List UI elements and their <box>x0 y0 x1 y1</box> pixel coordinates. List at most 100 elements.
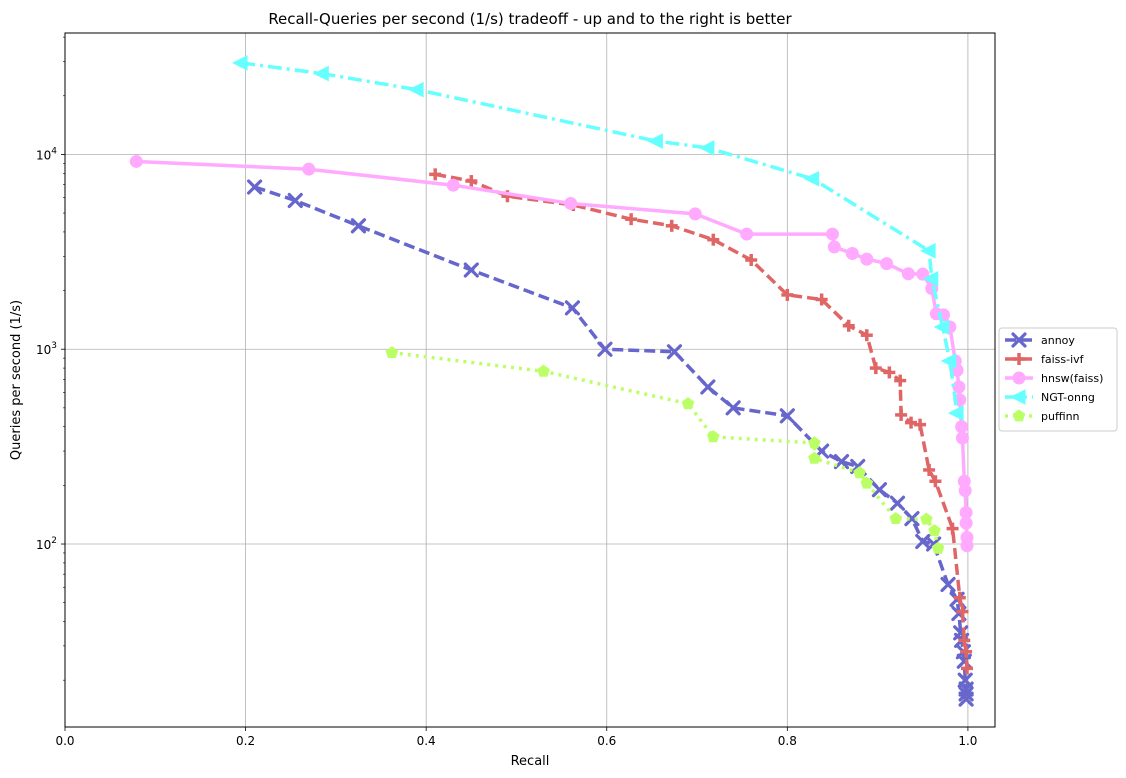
legend-entry-faiss-ivf: faiss-ivf <box>1005 353 1085 366</box>
data-point-hnsw-faiss <box>960 539 974 553</box>
legend-marker <box>1012 371 1026 385</box>
data-point-faiss-ivf <box>429 168 442 181</box>
data-point-annoy <box>350 218 367 234</box>
data-point-hnsw-faiss <box>916 267 930 281</box>
marker-stroke <box>871 482 888 498</box>
data-point-ngt-onng <box>698 140 715 156</box>
marker-stroke <box>1011 332 1027 348</box>
data-point-annoy <box>779 408 795 424</box>
ticks-layer: 0.0 0.2 0.4 0.6 0.8 1.0 102 103 104 <box>36 36 977 748</box>
y-axis-label: Queries per second (1/s) <box>9 300 24 460</box>
data-point-annoy <box>725 400 741 416</box>
data-point-faiss-ivf <box>842 319 855 332</box>
data-point-faiss-ivf <box>815 293 828 306</box>
legend: annoy faiss-ivf hnsw(faiss) NGT-onng puffinn <box>998 327 1118 432</box>
data-point-annoy <box>904 511 920 527</box>
data-point-faiss-ivf <box>869 362 882 375</box>
data-point-faiss-ivf <box>961 662 974 675</box>
data-point-puffinn <box>853 466 866 479</box>
data-point-hnsw-faiss <box>825 227 839 241</box>
chart-title: Recall-Queries per second (1/s) tradeoff… <box>268 10 792 28</box>
data-point-faiss-ivf <box>923 463 936 476</box>
data-point-faiss-ivf <box>929 475 942 488</box>
x-tick-label: 1.0 <box>958 734 977 748</box>
series-layer <box>129 55 974 707</box>
data-point-hnsw-faiss <box>845 246 859 260</box>
data-point-puffinn <box>681 397 695 410</box>
data-point-ngt-onng <box>231 55 248 71</box>
data-point-hnsw-faiss <box>958 484 972 498</box>
data-point-faiss-ivf <box>953 591 966 604</box>
legend-label: faiss-ivf <box>1041 353 1085 366</box>
data-point-hnsw-faiss <box>827 240 841 254</box>
data-point-faiss-ivf <box>960 645 973 658</box>
marker-stroke <box>958 691 974 707</box>
legend-marker <box>1012 409 1026 422</box>
data-point-ngt-onng <box>919 243 936 259</box>
x-tick-label: 0.2 <box>236 734 255 748</box>
data-point-ngt-onng <box>940 353 957 369</box>
data-point-faiss-ivf <box>905 416 918 429</box>
y-tick-label: 102 <box>36 536 57 552</box>
y-tick-label: 104 <box>36 146 57 162</box>
data-point-annoy <box>700 379 716 395</box>
series-faiss-ivf <box>429 168 974 675</box>
legend-marker <box>1013 353 1025 365</box>
data-point-hnsw-faiss <box>955 420 969 434</box>
data-point-puffinn <box>860 476 874 489</box>
series-line-ngt-onng <box>240 61 959 414</box>
data-point-faiss-ivf <box>946 522 959 535</box>
grid-layer <box>64 33 995 727</box>
data-point-faiss-ivf <box>707 233 720 246</box>
marker-stroke <box>926 536 942 552</box>
legend-entry-annoy: annoy <box>1005 332 1075 348</box>
data-point-puffinn <box>707 430 720 443</box>
data-point-ngt-onng <box>803 170 820 187</box>
legend-label: hnsw(faiss) <box>1041 372 1103 385</box>
x-tick-label: 0.0 <box>55 734 74 748</box>
legend-entry-hnsw-faiss: hnsw(faiss) <box>1005 371 1103 385</box>
data-point-faiss-ivf <box>914 418 927 431</box>
legend-box <box>998 327 1118 432</box>
marker-stroke <box>287 192 303 209</box>
marker-stroke <box>956 653 972 669</box>
data-point-annoy <box>833 453 850 470</box>
data-point-ngt-onng <box>313 65 329 82</box>
series-line-puffinn <box>391 350 940 549</box>
data-point-faiss-ivf <box>665 219 678 232</box>
x-tick-label: 0.6 <box>597 734 616 748</box>
series-annoy <box>247 179 974 707</box>
data-point-hnsw-faiss <box>446 178 460 192</box>
marker-stroke <box>463 262 479 278</box>
series-ngt-onng <box>231 55 964 421</box>
data-point-ngt-onng <box>947 405 964 421</box>
data-point-puffinn <box>808 436 821 449</box>
marker-stroke <box>597 341 613 357</box>
y-tick-label: 103 <box>36 341 57 357</box>
data-point-hnsw-faiss <box>901 267 915 281</box>
data-point-annoy <box>666 344 683 360</box>
legend-entry-puffinn: puffinn <box>1005 409 1080 423</box>
legend-label: NGT-onng <box>1041 391 1095 404</box>
marker-stroke <box>779 408 795 424</box>
plot-frame <box>64 32 996 728</box>
data-point-annoy <box>940 576 956 593</box>
data-point-faiss-ivf <box>895 408 908 421</box>
data-point-puffinn <box>931 541 945 554</box>
data-point-ngt-onng <box>933 319 950 335</box>
data-point-faiss-ivf <box>883 366 896 379</box>
data-point-hnsw-faiss <box>880 257 894 271</box>
data-point-faiss-ivf <box>894 374 907 387</box>
marker-stroke <box>904 511 920 527</box>
marker-stroke <box>889 495 906 511</box>
data-point-puffinn <box>920 512 933 525</box>
data-point-annoy <box>597 341 613 357</box>
data-point-hnsw-faiss <box>740 227 754 241</box>
data-point-hnsw-faiss <box>959 516 973 530</box>
marker-stroke <box>940 576 956 593</box>
marker-stroke <box>666 344 683 360</box>
data-point-hnsw-faiss <box>952 380 966 394</box>
data-point-faiss-ivf <box>860 329 873 342</box>
data-point-faiss-ivf <box>465 175 478 188</box>
